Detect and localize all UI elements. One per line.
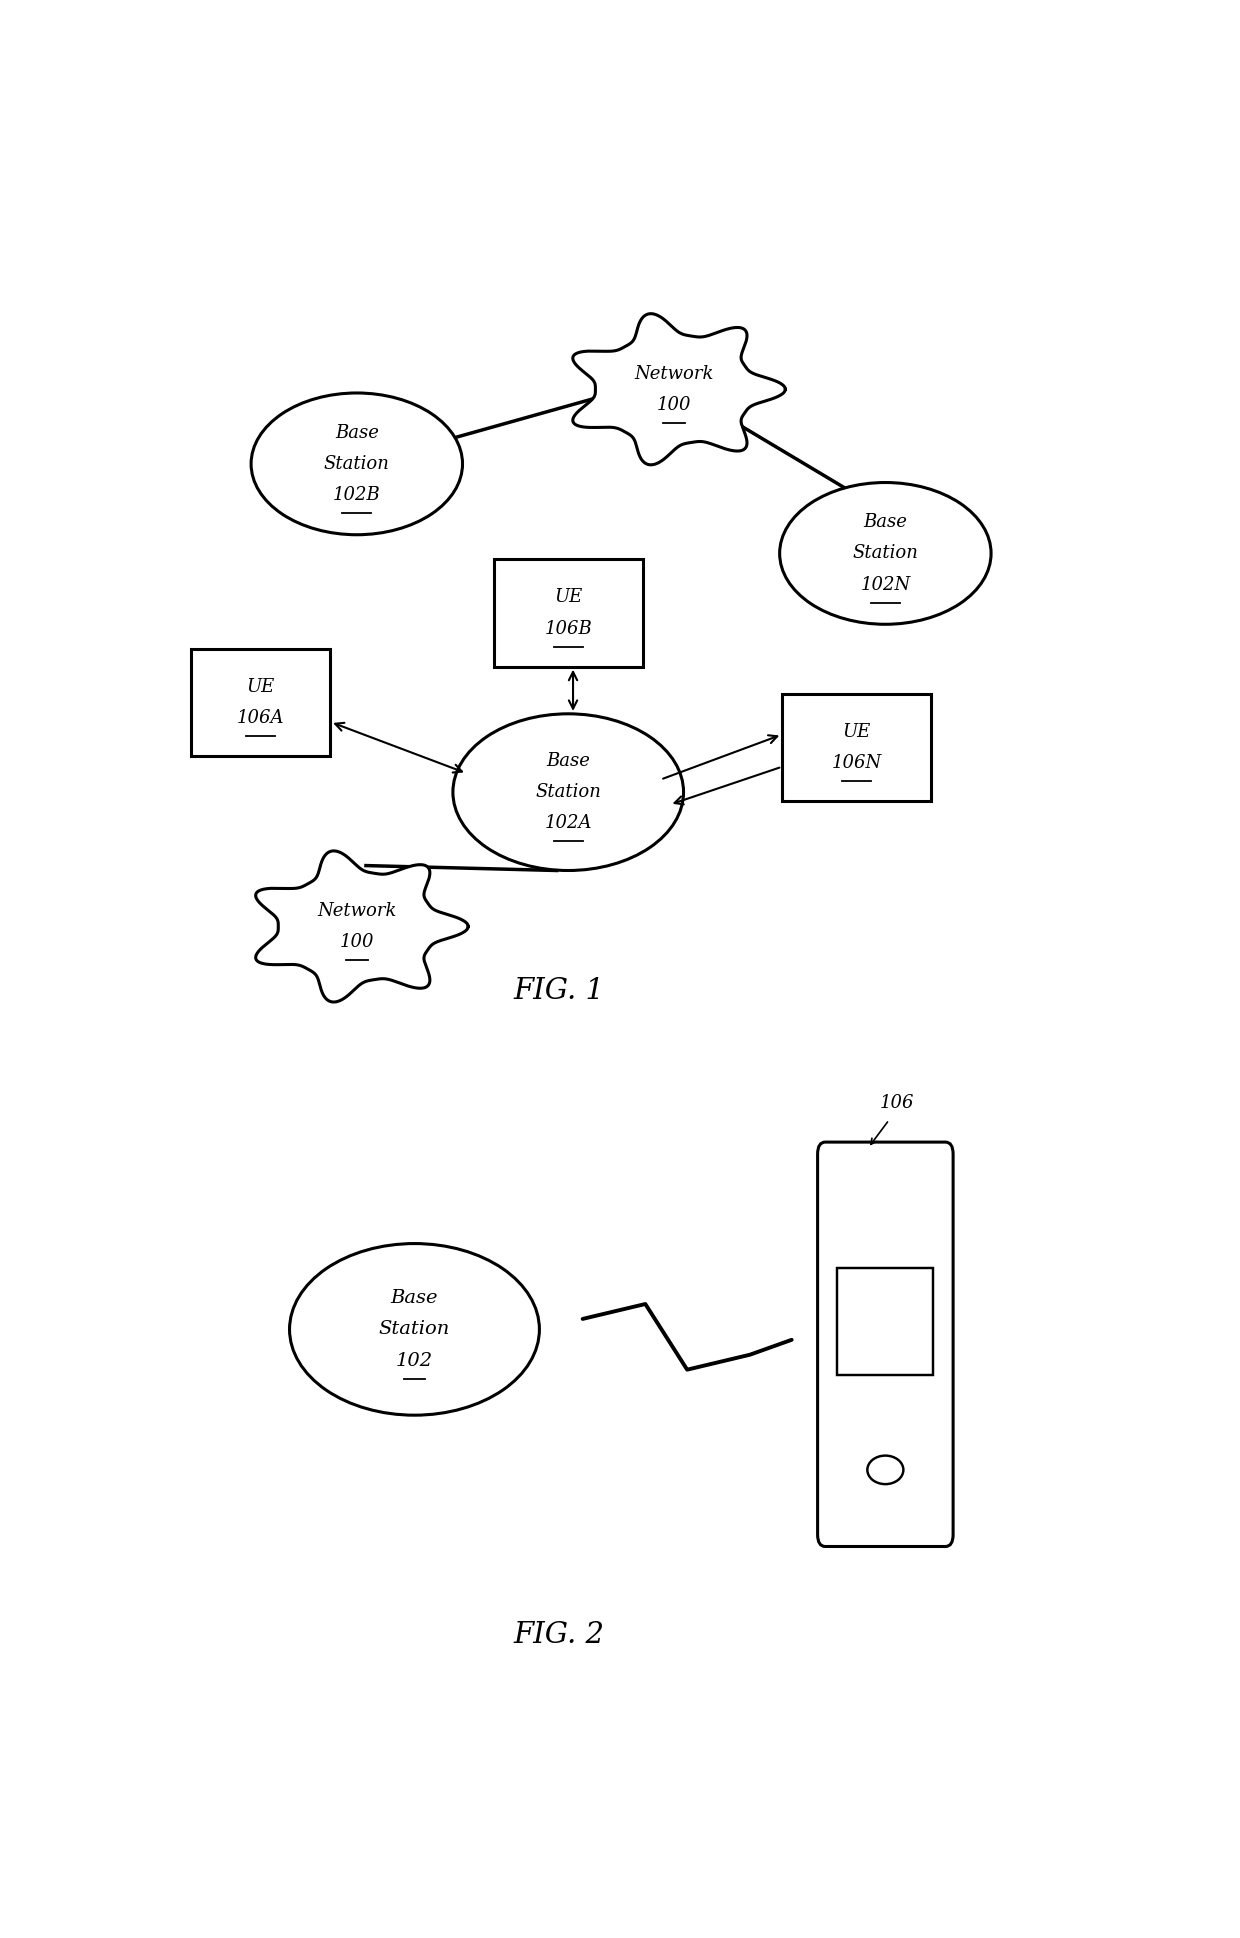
Text: Base: Base: [335, 424, 378, 442]
Text: Station: Station: [324, 455, 389, 473]
Text: 106: 106: [879, 1095, 914, 1112]
Text: Base: Base: [391, 1289, 438, 1306]
Text: Station: Station: [379, 1320, 450, 1339]
Ellipse shape: [867, 1455, 904, 1485]
Text: 100: 100: [340, 932, 374, 952]
Text: 106B: 106B: [544, 620, 593, 638]
Text: Station: Station: [852, 545, 919, 562]
Text: UE: UE: [554, 589, 583, 607]
Text: Base: Base: [863, 514, 908, 531]
Text: 102A: 102A: [544, 814, 591, 833]
Ellipse shape: [780, 483, 991, 624]
Ellipse shape: [250, 393, 463, 535]
Text: Base: Base: [547, 752, 590, 769]
Ellipse shape: [290, 1244, 539, 1415]
Text: Station: Station: [536, 783, 601, 800]
Bar: [782, 694, 931, 800]
Text: FIG. 1: FIG. 1: [513, 977, 604, 1004]
Text: UE: UE: [247, 678, 275, 696]
Text: 102: 102: [396, 1351, 433, 1370]
Text: Network: Network: [317, 901, 397, 921]
FancyBboxPatch shape: [817, 1141, 954, 1547]
Text: 102B: 102B: [332, 486, 381, 504]
Ellipse shape: [453, 713, 683, 870]
Text: 100: 100: [657, 395, 691, 415]
Bar: [837, 1267, 934, 1374]
Text: 102N: 102N: [861, 576, 910, 593]
Text: UE: UE: [842, 723, 870, 740]
Polygon shape: [573, 314, 785, 465]
Bar: [494, 560, 642, 667]
Text: 106N: 106N: [831, 754, 882, 771]
Polygon shape: [255, 851, 469, 1002]
Text: Network: Network: [634, 364, 714, 382]
Bar: [191, 649, 330, 756]
Text: 106A: 106A: [237, 709, 284, 727]
Text: FIG. 2: FIG. 2: [513, 1622, 604, 1649]
